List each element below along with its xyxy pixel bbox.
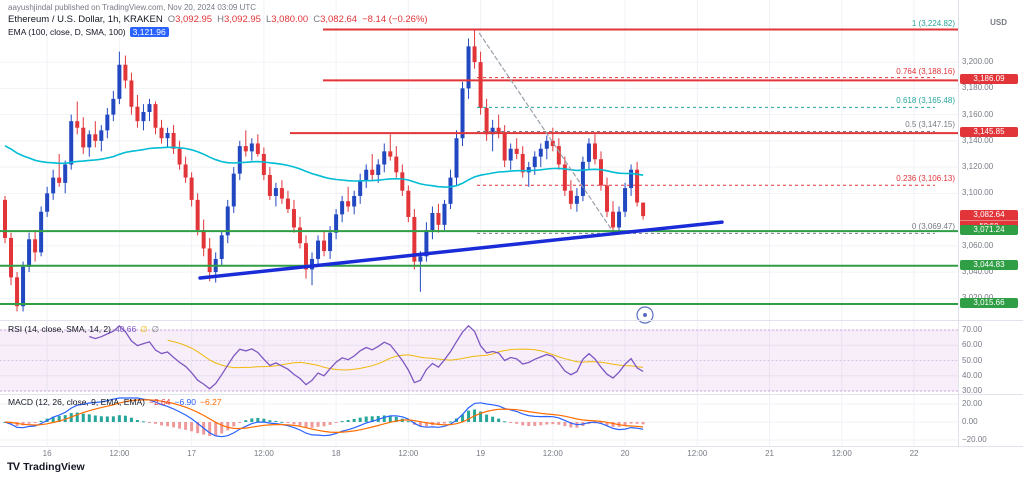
note-marker[interactable] [636, 306, 654, 324]
price-axis[interactable]: 3,200.00 3,180.00 3,160.00 3,140.00 3,120.00… [958, 0, 1023, 446]
candlestick-series[interactable] [3, 29, 646, 312]
time-axis-tick: 19 [476, 449, 486, 458]
symbol-legend: Ethereum / U.S. Dollar, 1h, KRAKEN O3,092… [8, 14, 428, 25]
rsi-axis-tick: 60.00 [962, 340, 983, 350]
rsi-legend[interactable]: RSI (14, close, SMA, 14, 2) 40.66 ∅ ∅ [8, 324, 159, 335]
price-axis-tick: 3,100.00 [962, 188, 994, 198]
time-axis-tick: 20 [620, 449, 630, 458]
rsi-line[interactable] [89, 324, 644, 390]
time-axis-tick: 16 [42, 449, 52, 458]
macd-hist-value: −2.64 [148, 397, 171, 407]
rsi-axis-tick: 40.00 [962, 370, 983, 380]
price-axis-tick: 3,180.00 [962, 83, 994, 93]
open-label: O [167, 14, 176, 25]
time-axis-tick: 12:00 [687, 449, 708, 458]
symbol-title[interactable]: Ethereum / U.S. Dollar, 1h, KRAKEN [8, 14, 163, 25]
time-axis-tick: 18 [331, 449, 341, 458]
price-axis-tick: 3,060.00 [962, 240, 994, 250]
macd-line[interactable] [4, 397, 644, 438]
ema-legend[interactable]: EMA (100, close, D, SMA, 100) 3,121.96 [8, 27, 169, 37]
time-axis-tick: 22 [909, 449, 919, 458]
price-axis-tick: 3,020.00 [962, 293, 994, 303]
decline-guide-trendline[interactable] [478, 32, 613, 231]
rsi-axis-tick: 50.00 [962, 355, 983, 365]
price-axis-tick: 3,120.00 [962, 162, 994, 172]
price-axis-tick: 3,040.00 [962, 267, 994, 277]
tradingview-logo-text: TradingView [23, 461, 85, 473]
open-value: 3,092.95 [175, 14, 213, 25]
currency-label: USD [990, 18, 1007, 27]
attribution-text: aayushjindal published on TradingView.co… [8, 3, 257, 12]
low-label: L [265, 14, 272, 25]
macd-axis-tick: −20.00 [962, 435, 987, 444]
macd-axis-tick: 0.00 [962, 417, 978, 426]
close-value: 3,082.64 [320, 14, 358, 25]
rsi-band [0, 329, 958, 392]
ema-line[interactable] [4, 145, 644, 188]
ema-legend-label: EMA (100, close, D, SMA, 100) [8, 27, 126, 37]
time-axis-tick: 12:00 [542, 449, 563, 458]
change-value: −8.14 (−0.26%) [362, 14, 428, 25]
tradingview-logo[interactable]: TV TradingView [7, 461, 85, 473]
close-label: C [313, 14, 321, 25]
high-label: H [217, 14, 224, 25]
macd-signal-line[interactable] [4, 399, 644, 434]
rsi-ma-line[interactable] [167, 339, 644, 371]
rsi-extra-2: ∅ [151, 324, 160, 334]
tradingview-logo-icon: TV [7, 461, 20, 473]
macd-signal-value: −6.27 [200, 397, 222, 407]
rsi-value: 40.66 [114, 324, 137, 334]
macd-legend-title: MACD (12, 26, close, 9, EMA, EMA) [8, 397, 145, 407]
time-axis-tick: 12:00 [109, 449, 130, 458]
high-value: 3,092.95 [223, 14, 261, 25]
macd-axis-tick: 20.00 [962, 399, 983, 408]
horizontal-level-lines[interactable] [0, 28, 958, 306]
price-axis-tick: 3,140.00 [962, 135, 994, 145]
rsi-extra-1: ∅ [140, 324, 148, 334]
price-axis-tick: 3,200.00 [962, 57, 994, 67]
time-axis-tick: 17 [187, 449, 197, 458]
time-axis-tick: 12:00 [253, 449, 274, 458]
time-axis-tick: 12:00 [398, 449, 419, 458]
rsi-axis-tick: 70.00 [962, 325, 983, 334]
rsi-legend-title: RSI (14, close, SMA, 14, 2) [8, 324, 111, 334]
rsi-axis-tick: 30.00 [962, 386, 983, 395]
macd-line-value: −6.90 [174, 397, 197, 407]
macd-histogram[interactable] [3, 409, 645, 436]
low-value: 3,080.00 [271, 14, 309, 25]
time-axis-tick: 21 [765, 449, 774, 458]
price-axis-tick: 3,160.00 [962, 109, 994, 119]
macd-legend[interactable]: MACD (12, 26, close, 9, EMA, EMA) −2.64 −6… [8, 397, 222, 407]
time-axis[interactable]: 16 12:00 17 12:00 18 12:00 19 12:00 20 12:00 21 12:… [0, 446, 1023, 460]
ema-legend-value[interactable]: 3,121.96 [129, 27, 169, 37]
pane-separators [0, 0, 1023, 447]
ascending-support-trendline[interactable] [198, 220, 724, 280]
time-axis-tick: 12:00 [831, 449, 852, 458]
